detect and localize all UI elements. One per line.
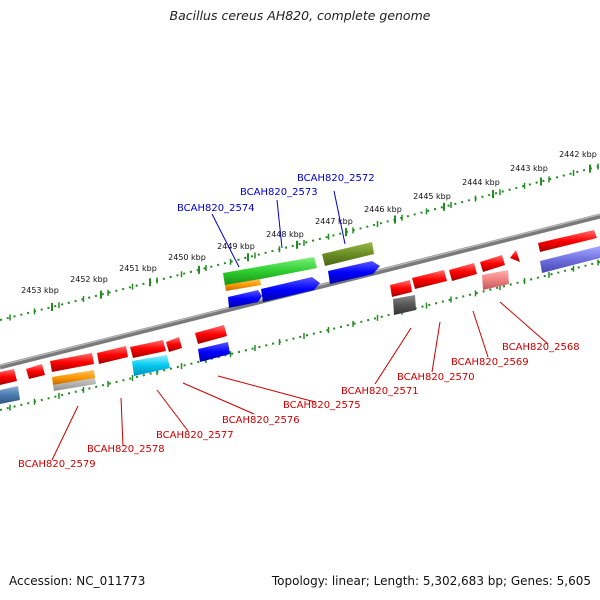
scale-label: 2448 kbp: [266, 230, 304, 239]
gene-label[interactable]: BCAH820_2577: [156, 430, 234, 441]
scale-label: 2453 kbp: [21, 286, 59, 295]
gene-arrow[interactable]: [412, 270, 447, 289]
gene-arrow[interactable]: [132, 355, 170, 376]
gene-arrow[interactable]: [223, 257, 317, 286]
scale-label: 2449 kbp: [217, 242, 255, 251]
forward-scale-ruler: [0, 165, 600, 321]
gene-arrow[interactable]: [97, 346, 128, 364]
gene-arrow[interactable]: [166, 337, 182, 352]
gene-arrow[interactable]: [0, 369, 17, 385]
scale-label: 2450 kbp: [168, 253, 206, 262]
gene-label[interactable]: BCAH820_2576: [222, 415, 300, 426]
scale-label: 2452 kbp: [70, 275, 108, 284]
accession-text: Accession: NC_011773: [9, 574, 146, 588]
gene-arrow[interactable]: [261, 277, 320, 302]
gene-label[interactable]: BCAH820_2579: [18, 459, 96, 470]
gene-arrow[interactable]: [195, 325, 227, 344]
gene-arrow[interactable]: [480, 255, 505, 272]
gene-arrow[interactable]: [393, 295, 416, 315]
map-title: Bacillus cereus AH820, complete genome: [169, 8, 431, 23]
gene-arrow[interactable]: [225, 279, 261, 291]
gene-arrow[interactable]: [482, 270, 509, 290]
gene-arrow[interactable]: [0, 386, 20, 404]
gene-arrow[interactable]: [510, 250, 520, 262]
gene-arrow[interactable]: [50, 353, 94, 372]
reverse-label-leaders: [51, 301, 549, 461]
scale-labels: 2442 kbp 2443 kbp 2444 kbp 2445 kbp 2446 kbp…: [21, 150, 597, 295]
gene-label[interactable]: BCAH820_2574: [177, 203, 255, 214]
scale-label: 2442 kbp: [559, 150, 597, 159]
reverse-gene-labels: BCAH820_2568 BCAH820_2569 BCAH820_2570 B…: [18, 342, 580, 470]
reverse-scale-ruler: [0, 261, 600, 411]
scale-label: 2444 kbp: [462, 178, 500, 187]
gene-arrow[interactable]: [130, 340, 166, 358]
gene-label[interactable]: BCAH820_2572: [297, 173, 375, 184]
scale-label: 2446 kbp: [364, 205, 402, 214]
scale-label: 2445 kbp: [413, 192, 451, 201]
scale-ticks: [9, 163, 599, 411]
gene-arrow[interactable]: [328, 261, 380, 284]
reverse-genes: [0, 250, 520, 404]
forward-label-leaders: [211, 190, 346, 268]
scale-label: 2443 kbp: [510, 164, 548, 173]
gene-label[interactable]: BCAH820_2575: [283, 400, 361, 411]
gene-label[interactable]: BCAH820_2570: [397, 372, 475, 383]
gene-arrow[interactable]: [228, 290, 262, 308]
scale-label: 2451 kbp: [119, 264, 157, 273]
gene-arrow[interactable]: [53, 378, 96, 391]
forward-genes: [223, 230, 600, 308]
gene-arrow[interactable]: [449, 263, 477, 281]
scale-label: 2447 kbp: [315, 217, 353, 226]
gene-arrow[interactable]: [540, 246, 600, 273]
gene-label[interactable]: BCAH820_2573: [240, 187, 318, 198]
gene-arrow[interactable]: [198, 342, 230, 362]
gene-label[interactable]: BCAH820_2571: [341, 386, 419, 397]
gene-arrow[interactable]: [322, 242, 374, 266]
gene-arrow[interactable]: [52, 370, 95, 385]
gene-label[interactable]: BCAH820_2569: [451, 357, 529, 368]
forward-gene-labels: BCAH820_2572 BCAH820_2573 BCAH820_2574: [177, 173, 375, 214]
gene-arrow[interactable]: [390, 280, 412, 297]
gene-label[interactable]: BCAH820_2578: [87, 444, 165, 455]
gene-arrow[interactable]: [26, 364, 45, 379]
gene-label[interactable]: BCAH820_2568: [502, 342, 580, 353]
genome-summary-text: Topology: linear; Length: 5,302,683 bp; …: [271, 574, 591, 588]
gene-arrow[interactable]: [538, 230, 597, 252]
